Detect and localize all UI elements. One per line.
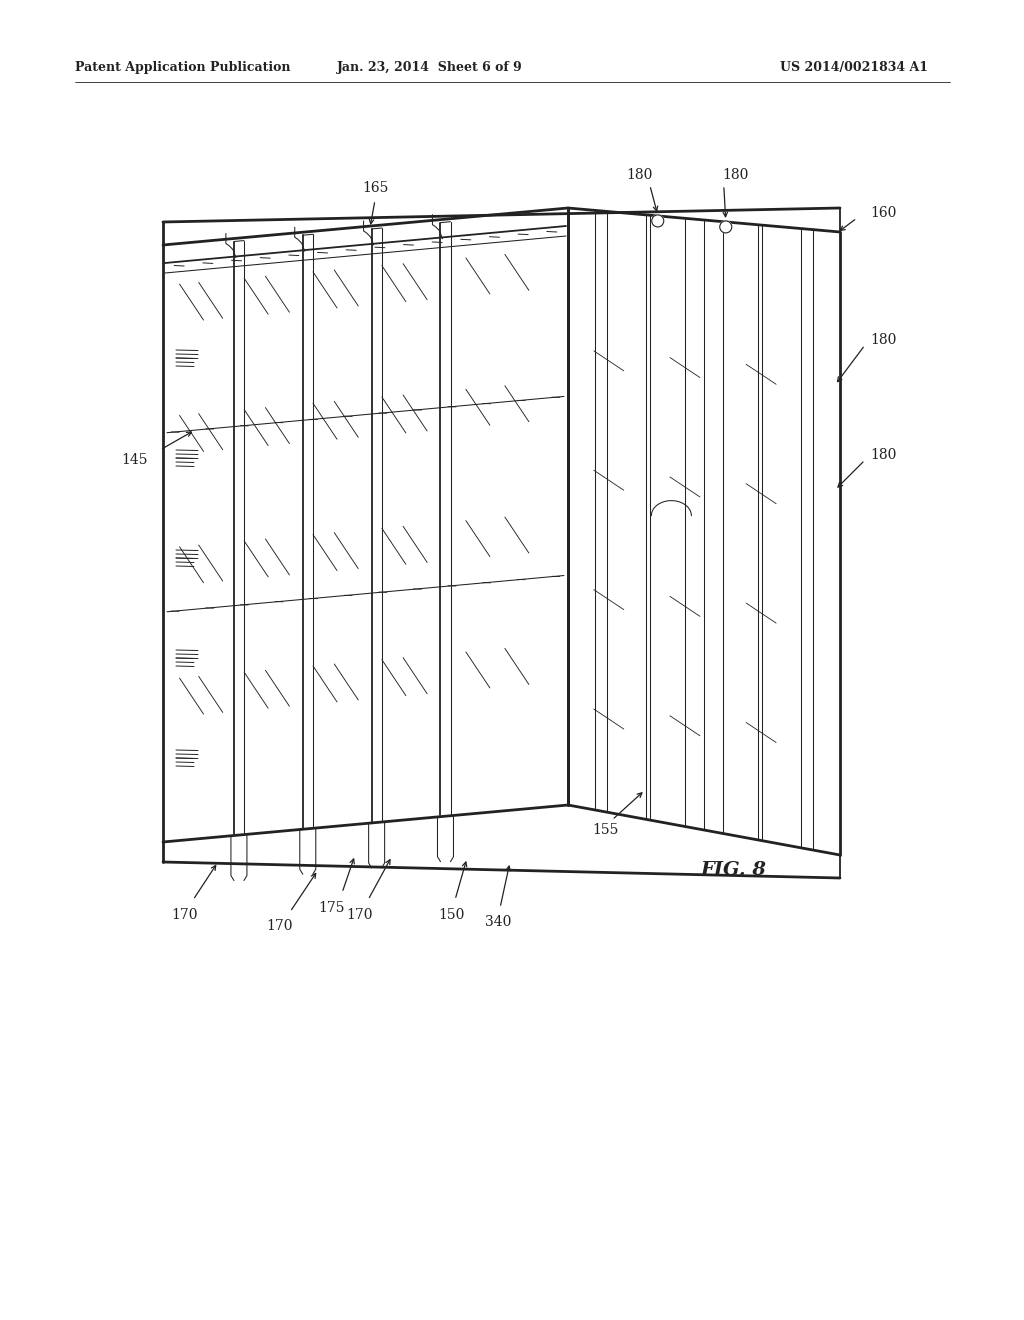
- Text: 170: 170: [172, 908, 199, 921]
- Text: US 2014/0021834 A1: US 2014/0021834 A1: [780, 62, 928, 74]
- Text: 340: 340: [484, 915, 511, 929]
- Text: 180: 180: [627, 168, 653, 182]
- Text: 180: 180: [870, 333, 896, 347]
- Text: 150: 150: [439, 908, 465, 921]
- Text: 165: 165: [361, 181, 388, 195]
- Text: 155: 155: [592, 822, 618, 837]
- Circle shape: [720, 220, 732, 232]
- Circle shape: [651, 215, 664, 227]
- Text: 175: 175: [318, 902, 345, 915]
- Text: 170: 170: [266, 919, 293, 933]
- Text: 145: 145: [122, 453, 148, 467]
- Text: Patent Application Publication: Patent Application Publication: [75, 62, 291, 74]
- Text: 180: 180: [723, 168, 749, 182]
- Text: 170: 170: [347, 908, 374, 921]
- Text: Jan. 23, 2014  Sheet 6 of 9: Jan. 23, 2014 Sheet 6 of 9: [337, 62, 523, 74]
- Text: FIG. 8: FIG. 8: [700, 861, 766, 879]
- Text: 180: 180: [870, 447, 896, 462]
- Text: 160: 160: [870, 206, 896, 220]
